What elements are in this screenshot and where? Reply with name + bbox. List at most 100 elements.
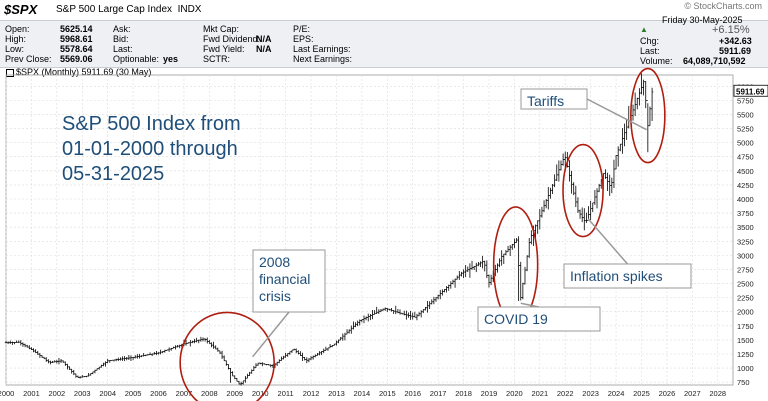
- plot-frame: [5, 74, 734, 386]
- y-tick-label: 4500: [737, 167, 754, 176]
- y-tick-label: 3000: [737, 251, 754, 260]
- optionable-label: Optionable:: [113, 54, 160, 64]
- last-price-label: 5911.69: [736, 87, 765, 96]
- x-tick-label: 2027: [684, 389, 701, 398]
- y-tick-label: 4750: [737, 153, 754, 162]
- callout-label: 2008: [259, 254, 290, 270]
- y-tick-label: 1000: [737, 364, 754, 373]
- callout-box: [477, 306, 601, 332]
- x-tick-label: 2000: [0, 389, 14, 398]
- open-value: 5625.14: [60, 24, 93, 34]
- last2-label: Last:: [640, 46, 660, 56]
- x-tick-label: 2006: [150, 389, 167, 398]
- x-tick-label: 2001: [23, 389, 40, 398]
- pct-change: +6.15%: [712, 24, 750, 36]
- volume-label: Volume:: [640, 56, 673, 66]
- highlight-ellipse: [179, 311, 275, 401]
- callout-label: COVID 19: [484, 311, 548, 327]
- y-tick-label: 3750: [737, 209, 754, 218]
- x-tick-label: 2025: [633, 389, 650, 398]
- x-tick-label: 2016: [404, 389, 421, 398]
- low-value: 5578.64: [60, 44, 93, 54]
- quote-panel: Open: 5625.14 High: 5968.61 Low: 5578.64…: [0, 15, 768, 68]
- high-value: 5968.61: [60, 34, 93, 44]
- x-tick-label: 2014: [354, 389, 371, 398]
- chart-title-line: 01-01-2000 through: [62, 138, 238, 160]
- chg-label: Chg:: [640, 36, 660, 46]
- prev-close-label: Prev Close:: [5, 54, 52, 64]
- fwd-yield-value: N/A: [256, 44, 272, 54]
- y-tick-label: 3250: [737, 237, 754, 246]
- ticker-symbol: $SPX: [4, 2, 38, 17]
- x-tick-label: 2020: [506, 389, 523, 398]
- y-tick-label: 4250: [737, 181, 754, 190]
- y-tick-label: 2000: [737, 308, 754, 317]
- exchange-label: INDX: [177, 4, 202, 15]
- index-name: S&P 500 Large Cap Index INDX: [56, 4, 202, 15]
- y-tick-label: 2500: [737, 280, 754, 289]
- x-tick-label: 2015: [379, 389, 396, 398]
- x-tick-label: 2009: [226, 389, 243, 398]
- low-label: Low:: [5, 44, 25, 54]
- chart-title-line: 05-31-2025: [62, 163, 164, 185]
- fwd-dividend-value: N/A: [256, 34, 272, 44]
- y-tick-label: 4000: [737, 195, 754, 204]
- title-bar: $SPX S&P 500 Large Cap Index INDX © Stoc…: [0, 0, 768, 20]
- x-tick-label: 2018: [455, 389, 472, 398]
- callout-box: [563, 263, 692, 289]
- chart-legend: $SPX (Monthly) 5911.69 (30 May): [6, 67, 151, 77]
- next-earnings-label: Next Earnings:: [293, 54, 353, 64]
- x-tick-label: 2007: [176, 389, 193, 398]
- callout-label: crisis: [259, 288, 291, 304]
- open-label: Open:: [5, 24, 30, 34]
- chg-value: +342.63: [719, 36, 752, 46]
- y-tick-label: 1500: [737, 336, 754, 345]
- sctr-label: SCTR:: [203, 54, 230, 64]
- last-earnings-label: Last Earnings:: [293, 44, 351, 54]
- x-tick-label: 2004: [99, 389, 116, 398]
- last-price-box: [733, 84, 768, 97]
- annotations: S&P 500 Index from 01-01-2000 through 05-3…: [62, 67, 692, 401]
- axes: 750 1000 1250 1500 1750 2000 2250 2500 2750 3000 3…: [0, 82, 768, 398]
- up-arrow-icon: ▲: [640, 25, 648, 34]
- x-tick-label: 2017: [430, 389, 447, 398]
- fwd-yield-label: Fwd Yield:: [203, 44, 245, 54]
- bid-label: Bid:: [113, 34, 129, 44]
- x-tick-label: 2011: [278, 389, 294, 398]
- x-tick-label: 2008: [201, 389, 218, 398]
- chart-title-line: S&P 500 Index from: [62, 113, 241, 135]
- y-tick-label: 2250: [737, 294, 754, 303]
- x-tick-label: 2012: [303, 389, 320, 398]
- prev-close-value: 5569.06: [60, 54, 93, 64]
- highlight-ellipse: [630, 67, 666, 164]
- last2-value: 5911.69: [719, 46, 752, 56]
- optionable-value: yes: [163, 54, 179, 64]
- x-tick-label: 2024: [608, 389, 625, 398]
- price-bars: [4, 73, 654, 386]
- callout-pointer: [520, 302, 540, 308]
- y-tick-label: 1750: [737, 322, 754, 331]
- x-tick-label: 2021: [531, 389, 548, 398]
- x-tick-label: 2010: [252, 389, 269, 398]
- y-tick-label: 1250: [737, 350, 754, 359]
- x-tick-label: 2026: [659, 389, 676, 398]
- x-tick-label: 2022: [557, 389, 574, 398]
- y-tick-label: 750: [737, 378, 750, 387]
- fwd-dividend-label: Fwd Dividend:: [203, 34, 261, 44]
- brand-label: © StockCharts.com: [684, 1, 762, 11]
- callout-box: [252, 249, 326, 313]
- volume-value: 64,089,710,592: [683, 56, 746, 66]
- callout-pointer: [251, 311, 290, 358]
- x-tick-label: 2013: [328, 389, 345, 398]
- quote-date: Friday 30-May-2025: [662, 15, 743, 25]
- legend-marker: [6, 68, 14, 77]
- x-tick-label: 2023: [582, 389, 599, 398]
- y-tick-label: 2750: [737, 265, 754, 274]
- y-tick-label: 5000: [737, 139, 754, 148]
- eps-label: EPS:: [293, 34, 314, 44]
- callout-pointer: [587, 218, 629, 265]
- pe-label: P/E:: [293, 24, 311, 34]
- x-tick-label: 2002: [48, 389, 65, 398]
- last-label: Last:: [113, 44, 133, 54]
